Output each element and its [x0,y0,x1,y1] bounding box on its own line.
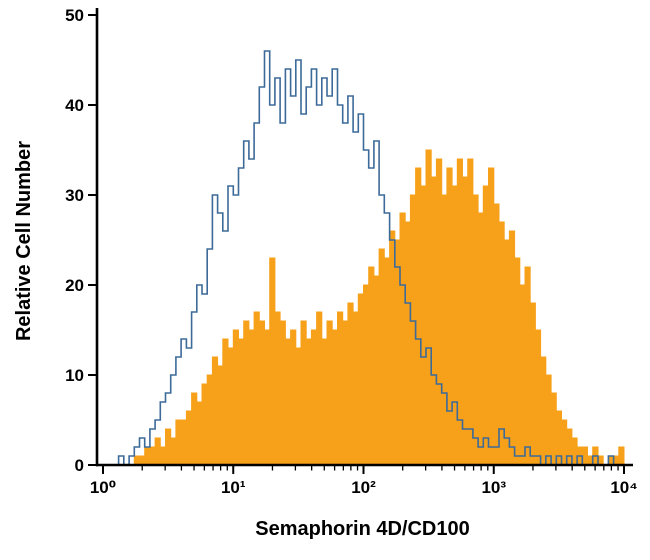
y-tick-label: 20 [65,276,84,295]
y-tick-label: 50 [65,6,84,25]
x-tick-label: 10³ [481,478,506,497]
histogram-plot: 10⁰ 10¹ 10² 10³ 10⁴ 0 10 20 30 40 50 [65,6,638,497]
filled-histogram-series [103,149,625,466]
x-tick-label: 10¹ [221,478,246,497]
y-tick-label: 0 [75,456,84,475]
y-tick-label: 40 [65,96,84,115]
y-tick-label: 30 [65,186,84,205]
y-tick-label: 10 [65,366,84,385]
x-tick-label: 10⁰ [90,478,116,497]
x-axis-title: Semaphorin 4D/CD100 [255,518,470,540]
x-tick-label: 10² [351,478,376,497]
open-histogram-series [103,50,624,466]
x-tick-label: 10⁴ [610,478,637,497]
